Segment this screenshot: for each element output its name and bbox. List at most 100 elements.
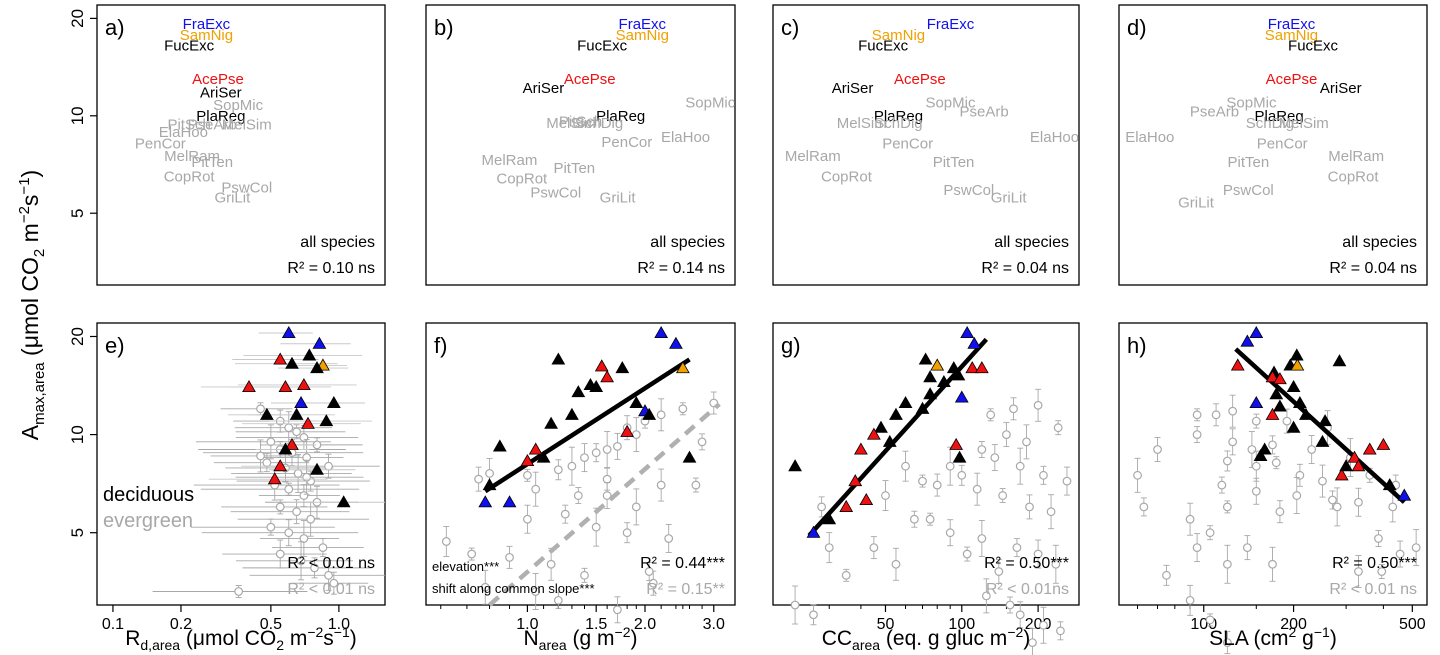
evergreen-point [1039,620,1048,630]
species-label: PlaReg [874,108,923,125]
species-label: GriLit [991,189,1028,206]
evergreen-point [1051,559,1061,569]
note-elevation: elevation*** [432,559,499,574]
evergreen-point [256,451,265,461]
deciduous-point [594,359,609,372]
species-label: GriLit [1178,194,1215,211]
deciduous-point [528,442,543,455]
evergreen-point [1056,626,1065,636]
species-label: AcePse [192,71,244,88]
panel-f: f) 1.0 1.5 2.0 3.0 R² = 0.44*** R² = 0.15** ele… [425,322,736,653]
evergreen-point [1009,404,1018,414]
evergreen-point [580,453,589,462]
evergreen-point [932,480,942,490]
species-label: FraExc [619,16,667,33]
y-tick-label: 10 [68,106,87,125]
deciduous-point [923,387,938,400]
species-label: FraExc [1268,16,1316,33]
panel-frame [772,322,1080,606]
species-label: FucExc [577,37,628,54]
deciduous-point [242,379,256,393]
deciduous-point [302,348,317,361]
evergreen-point [306,514,316,524]
deciduous-point [967,336,982,349]
species-label: ElaHoo [1125,129,1174,146]
evergreen-point [1247,445,1257,454]
r2-label: R² = 0.10 ns [287,260,375,277]
evergreen-point [531,484,541,494]
species-label: MelSim [1279,115,1329,132]
evergreen-point [1395,549,1405,559]
species-label: AriSer [832,80,874,97]
evergreen-point [1222,559,1232,569]
evergreen-point [1002,430,1011,439]
evergreen-point [467,549,477,559]
evergreen-point [631,502,641,512]
deciduous-point [1249,325,1264,339]
evergreen-point [1033,549,1043,559]
deciduous-point [267,472,282,485]
deciduous-point [629,396,644,409]
y-tick-label: 5 [68,208,87,217]
panel-frame [425,4,736,286]
panel-c: c) FraExcSamNigFucExcAcePseAriSerSopMicPs… [772,4,1080,286]
evergreen-point [329,578,339,588]
deciduous-point [285,356,299,369]
x-axis-label: Rd,area (μmol CO2 m−2s−1) [125,624,357,653]
evergreen-point [324,570,333,580]
evergreen-point [580,570,589,580]
species-label: SamNig [180,27,233,44]
deciduous-point [310,462,324,475]
annotation-label: all species [650,234,725,251]
evergreen-point [266,522,276,532]
species-label: FraExc [927,16,975,33]
x-tick-label: 0.1 [102,616,124,633]
species-label: MelSim [546,115,596,132]
deciduous-point [859,492,874,506]
y-tick-label: 10 [68,425,87,444]
deciduous-point [654,325,669,339]
panel-d: d) FraExcSamNigFucExcAcePseAriSerSopMicPs… [1118,4,1428,286]
deciduous-point [965,361,980,374]
evergreen-point [631,430,641,439]
deciduous-point [946,361,961,374]
deciduous-point [974,361,989,374]
deciduous-point [319,414,334,427]
species-label: PlaReg [1255,108,1304,125]
r2-label: R² = 0.14 ns [637,260,725,277]
x-label-sub: area [852,637,880,653]
deciduous-point [1230,358,1245,371]
evergreen-fit-line [488,402,721,607]
evergreen-point [678,404,688,414]
species-label: PswCol [943,182,994,199]
evergreen-point [881,491,890,500]
evergreen-point [1033,400,1043,410]
deciduous-point [839,499,854,512]
x-label-unit-sub: 2 [276,637,284,653]
x-tick-label: 500 [1399,616,1426,633]
deciduous-point [788,459,802,472]
x-axis-label: Narea (g m−2) [523,624,637,653]
species-label: PenCor [601,134,652,151]
deciduous-point [551,352,566,365]
species-label: PseArb [188,116,237,133]
evergreen-point [256,404,265,414]
evergreen-point [523,514,532,524]
species-label: SamNig [616,27,669,44]
species-label: MelRam [482,152,538,169]
evergreen-point [553,465,563,475]
deciduous-point [954,390,969,403]
x-label-sup2: −1 [334,624,350,640]
species-label: MelRam [164,148,220,165]
evergreen-point [945,528,955,538]
evergreen-point [299,534,309,543]
species-label: MelRam [1328,148,1384,165]
evergreen-point [1015,461,1025,471]
species-label: PitTen [1228,154,1270,171]
y-tick-label: 20 [68,9,87,28]
evergreen-point [1192,543,1202,553]
deciduous-point [1347,450,1362,463]
evergreen-point [310,563,319,573]
